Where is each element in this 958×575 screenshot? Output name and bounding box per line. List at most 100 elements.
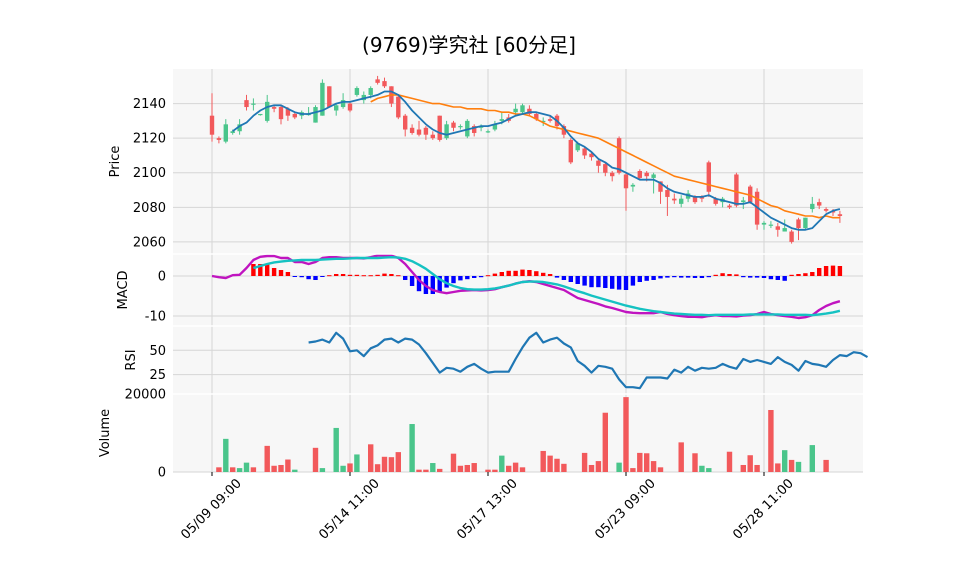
candle-body — [223, 124, 228, 142]
volume-bar — [740, 464, 746, 472]
candle-body — [823, 209, 829, 211]
macd-histogram-bar — [741, 276, 746, 278]
candle-body — [699, 196, 705, 199]
candle-body — [237, 124, 242, 132]
volume-bar — [775, 463, 781, 472]
candle-body — [499, 119, 504, 121]
macd-histogram-bar — [582, 276, 587, 286]
candle-body — [748, 186, 753, 203]
macd-histogram-bar — [554, 276, 560, 278]
volume-bar — [506, 465, 512, 472]
candle-body — [672, 198, 677, 201]
macd-histogram-bar — [499, 272, 504, 276]
ma-long-line — [370, 94, 840, 219]
macd-histogram-bar — [492, 273, 498, 276]
volume-bar — [581, 452, 588, 472]
x-tick-label: 05/09 09:00 — [178, 476, 245, 543]
macd-axis-label: MACD — [116, 271, 131, 310]
candle-body — [547, 119, 553, 121]
macd-histogram-bar — [547, 274, 553, 276]
volume-bar — [754, 464, 760, 472]
candle-body — [610, 172, 615, 177]
volume-bar — [554, 458, 560, 472]
chart-panels: 2060 2080 2100 2120 2140 Price -10 0 MACD 25 50 RSI… — [98, 69, 869, 481]
macd-histogram-bar — [679, 276, 684, 278]
volume-bar — [768, 409, 774, 472]
macd-histogram-bar — [837, 266, 843, 276]
ma-short-line — [232, 90, 841, 231]
rsi-axis-label: RSI — [124, 349, 139, 370]
volume-bar — [464, 464, 470, 472]
volume-bar — [409, 424, 415, 472]
macd-histogram-bar — [520, 269, 525, 276]
candle-body — [285, 108, 291, 116]
volume-bar — [747, 455, 753, 472]
volume-bar — [492, 469, 498, 472]
volume-bar — [285, 459, 291, 472]
candle-body — [258, 113, 263, 116]
candle-body — [541, 120, 546, 123]
macd-histogram-bar — [361, 275, 366, 277]
macd-histogram-bar — [285, 272, 291, 276]
candle-body — [561, 126, 567, 135]
macd-histogram-bar — [596, 276, 601, 288]
volume-bar — [471, 463, 477, 472]
volume-bar — [457, 465, 464, 472]
candle-body — [375, 79, 380, 83]
volume-bar — [595, 461, 602, 472]
candle-body — [513, 108, 518, 113]
volume-bar — [485, 469, 491, 472]
y-tick-label: 0 — [158, 270, 166, 285]
macd-histogram-bar — [637, 276, 642, 282]
volume-bar — [519, 467, 526, 472]
macd-histogram-bar — [258, 264, 263, 276]
volume-bar — [499, 455, 505, 472]
volume-bar — [354, 454, 360, 472]
candle-body — [603, 164, 608, 173]
macd-histogram-bar — [768, 276, 774, 280]
volume-bar — [540, 450, 546, 472]
y-tick-label: -10 — [145, 310, 166, 325]
x-tick-label: 05/14 11:00 — [316, 476, 383, 543]
macd-histogram-bar — [630, 276, 636, 286]
candle-body — [575, 143, 580, 151]
macd-histogram-bar — [396, 275, 401, 277]
volume-bar — [223, 438, 229, 472]
candle-body — [630, 184, 636, 187]
y-tick-label: 2100 — [133, 166, 166, 181]
candle-body — [589, 153, 594, 158]
macd-panel: -10 0 MACD — [116, 254, 863, 326]
volume-bar — [726, 451, 733, 472]
macd-histogram-bar — [658, 276, 663, 279]
macd-histogram-bar — [327, 275, 332, 277]
volume-bar — [236, 468, 243, 472]
macd-histogram-bar — [575, 276, 580, 284]
macd-histogram-bar — [506, 270, 511, 276]
volume-bar — [450, 453, 457, 472]
volume-bar — [437, 468, 443, 472]
candle-body — [803, 217, 808, 229]
candle-body — [582, 148, 587, 156]
candle-body — [403, 115, 408, 130]
macd-histogram-bar — [623, 276, 629, 290]
candle-body — [810, 203, 815, 210]
macd-histogram-bar — [775, 276, 780, 280]
macd-histogram-bar — [541, 272, 546, 276]
macd-histogram-bar — [734, 274, 739, 276]
candle-body — [761, 222, 767, 225]
macd-histogram-bar — [278, 270, 284, 276]
volume-bar — [588, 464, 595, 472]
volume-bar — [616, 462, 622, 472]
candle-body — [637, 171, 642, 178]
candle-body — [382, 81, 387, 87]
chart-title: (9769)学究社 [60分足] — [362, 33, 576, 57]
candle-body — [209, 115, 215, 135]
macd-histogram-bar — [527, 270, 532, 276]
candle-body — [334, 105, 339, 111]
macd-histogram-bar — [478, 276, 484, 278]
volume-bar — [230, 467, 236, 472]
volume-bar — [374, 464, 381, 472]
candle-body — [396, 96, 401, 118]
candle-body — [327, 86, 332, 108]
macd-histogram-bar — [320, 276, 325, 277]
